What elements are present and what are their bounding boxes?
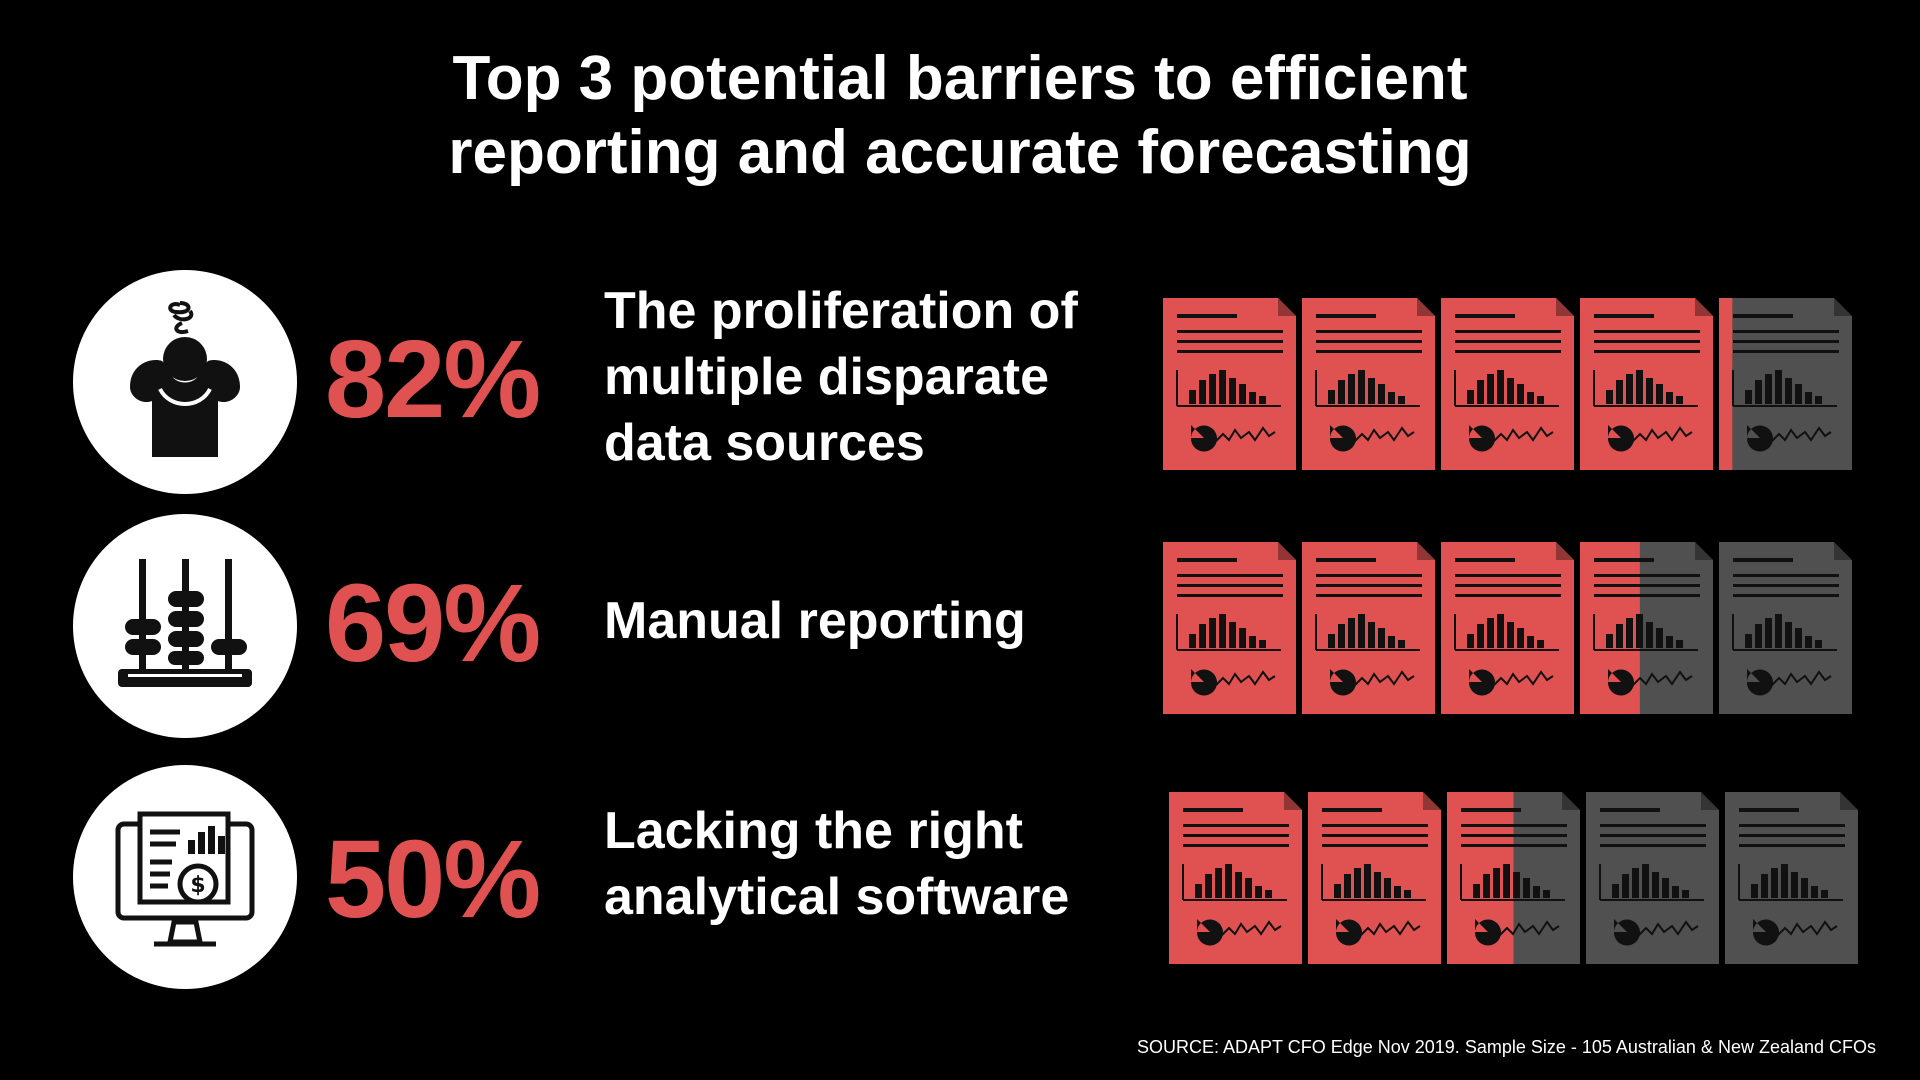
- chart-title: Top 3 potential barriers to efficient re…: [0, 42, 1920, 190]
- row-3-label-line-1: Lacking the right: [604, 802, 1023, 860]
- svg-text:$: $: [190, 873, 205, 898]
- barrier-row-3: $ 50% Lacking the right analytical softw…: [0, 762, 1920, 1002]
- row-2-percent: 69%: [325, 562, 541, 685]
- row-2-icon-circle: [73, 514, 297, 738]
- row-1-document-pictograph: [1163, 298, 1852, 470]
- row-3-document-4: [1586, 792, 1719, 964]
- row-1-document-3: [1441, 298, 1574, 470]
- row-2-label: Manual reporting: [604, 588, 1124, 654]
- row-1-label: The proliferation of multiple disparate …: [604, 278, 1124, 476]
- row-3-document-pictograph: [1169, 792, 1858, 964]
- row-1-label-line-3: data sources: [604, 414, 925, 472]
- row-1-percent: 82%: [325, 318, 541, 441]
- row-2-document-5: [1719, 542, 1852, 714]
- row-3-document-5: [1725, 792, 1858, 964]
- row-2-document-2: [1302, 542, 1435, 714]
- abacus-icon: [118, 559, 252, 687]
- row-1-label-line-2: multiple disparate: [604, 348, 1049, 406]
- row-3-label-line-2: analytical software: [604, 868, 1070, 926]
- row-1-label-line-1: The proliferation of: [604, 282, 1078, 340]
- row-1-document-2: [1302, 298, 1435, 470]
- row-3-icon-circle: $: [73, 765, 297, 989]
- row-3-document-1: [1169, 792, 1302, 964]
- barrier-row-2: 69% Manual reporting: [0, 512, 1920, 752]
- financial-report-monitor-icon: $: [115, 811, 255, 947]
- chart-title-line-1: Top 3 potential barriers to efficient: [452, 44, 1468, 113]
- row-2-document-1: [1163, 542, 1296, 714]
- row-2-document-4: [1580, 542, 1713, 714]
- row-3-label: Lacking the right analytical software: [604, 798, 1124, 930]
- row-1-icon-circle: [73, 270, 297, 494]
- barrier-row-1: 82% The proliferation of multiple dispar…: [0, 268, 1920, 508]
- stressed-person-icon: [130, 301, 240, 457]
- chart-title-line-2: reporting and accurate forecasting: [448, 118, 1472, 187]
- row-3-percent: 50%: [325, 818, 541, 941]
- row-1-document-1: [1163, 298, 1296, 470]
- row-2-document-3: [1441, 542, 1574, 714]
- row-2-document-pictograph: [1163, 542, 1852, 714]
- row-3-document-2: [1308, 792, 1441, 964]
- source-note: SOURCE: ADAPT CFO Edge Nov 2019. Sample …: [1137, 1037, 1876, 1057]
- row-3-document-3: [1447, 792, 1580, 964]
- row-1-document-5: [1719, 298, 1852, 470]
- document-fill: [1719, 298, 1733, 470]
- row-1-document-4: [1580, 298, 1713, 470]
- row-2-label-line-1: Manual reporting: [604, 592, 1026, 650]
